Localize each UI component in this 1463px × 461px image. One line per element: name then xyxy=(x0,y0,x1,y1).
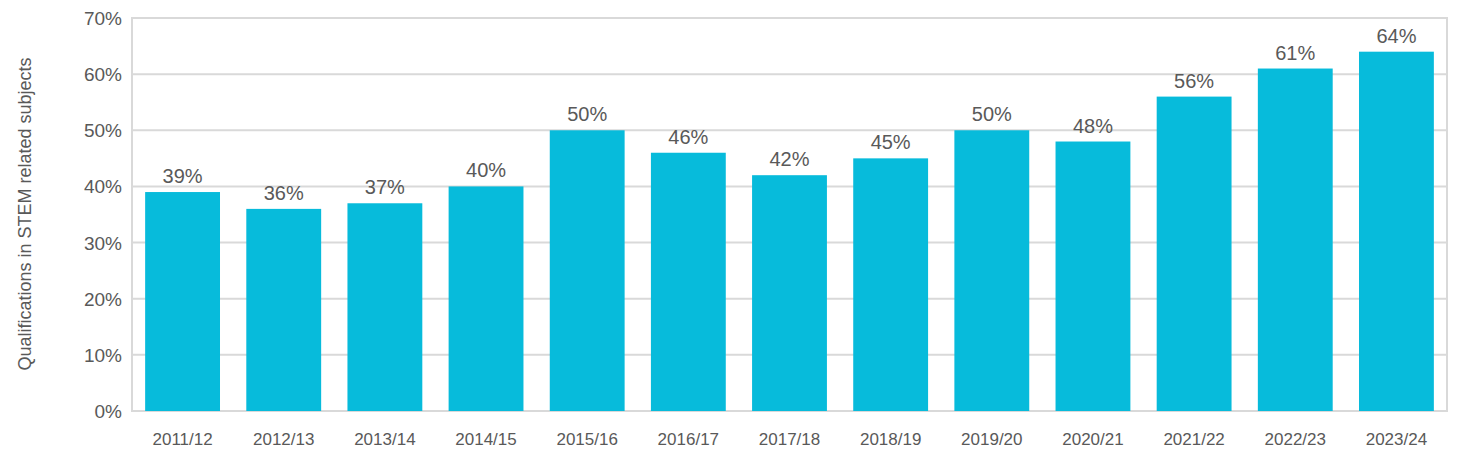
data-label: 40% xyxy=(466,159,506,181)
data-label: 61% xyxy=(1275,42,1315,64)
data-label: 45% xyxy=(871,131,911,153)
data-label: 42% xyxy=(769,148,809,170)
x-tick-label: 2013/14 xyxy=(354,430,415,449)
y-axis-title: Qualifications in STEM related subjects xyxy=(15,57,35,370)
bar xyxy=(853,158,928,411)
x-tick-label: 2019/20 xyxy=(961,430,1022,449)
x-tick-label: 2017/18 xyxy=(759,430,820,449)
x-tick-label: 2021/22 xyxy=(1163,430,1224,449)
x-tick-label: 2018/19 xyxy=(860,430,921,449)
data-label: 36% xyxy=(264,182,304,204)
grid-line xyxy=(132,17,1447,19)
x-tick-label: 2015/16 xyxy=(556,430,617,449)
grid-line xyxy=(132,73,1447,75)
y-tick-label: 60% xyxy=(84,64,122,85)
bar xyxy=(347,203,422,411)
y-tick-label: 20% xyxy=(84,289,122,310)
bar xyxy=(651,153,726,411)
bar xyxy=(752,175,827,411)
x-tick-label: 2012/13 xyxy=(253,430,314,449)
y-tick-label: 0% xyxy=(95,401,123,422)
data-label: 39% xyxy=(163,165,203,187)
grid-line xyxy=(132,129,1447,131)
bar xyxy=(550,130,625,411)
data-label: 37% xyxy=(365,176,405,198)
x-tick-label: 2020/21 xyxy=(1062,430,1123,449)
y-tick-label: 70% xyxy=(84,8,122,29)
y-tick-label: 40% xyxy=(84,176,122,197)
data-label: 46% xyxy=(668,126,708,148)
data-label: 50% xyxy=(972,103,1012,125)
bar xyxy=(145,192,220,411)
data-label: 64% xyxy=(1376,25,1416,47)
bar xyxy=(1157,97,1232,411)
x-tick-label: 2011/12 xyxy=(152,430,212,449)
bar xyxy=(1056,142,1131,411)
x-tick-label: 2022/23 xyxy=(1265,430,1326,449)
chart-svg: 0% 10% 20% 30% 40% 50% 60% 70% Qualifications in… xyxy=(0,0,1463,461)
data-label: 56% xyxy=(1174,70,1214,92)
y-tick-label: 10% xyxy=(84,345,122,366)
bars xyxy=(145,52,1434,411)
data-label: 48% xyxy=(1073,115,1113,137)
x-tick-label: 2014/15 xyxy=(455,430,516,449)
bar xyxy=(449,186,524,411)
bar xyxy=(1359,52,1434,411)
x-tick-label: 2016/17 xyxy=(658,430,719,449)
bar xyxy=(954,130,1029,411)
y-tick-label: 50% xyxy=(84,120,122,141)
data-label: 50% xyxy=(567,103,607,125)
x-tick-label: 2023/24 xyxy=(1366,430,1427,449)
y-tick-label: 30% xyxy=(84,233,122,254)
bar xyxy=(1258,69,1333,411)
chart-container: 0% 10% 20% 30% 40% 50% 60% 70% Qualifications in… xyxy=(0,0,1463,461)
bar xyxy=(246,209,321,411)
plot-frame xyxy=(132,18,1447,411)
